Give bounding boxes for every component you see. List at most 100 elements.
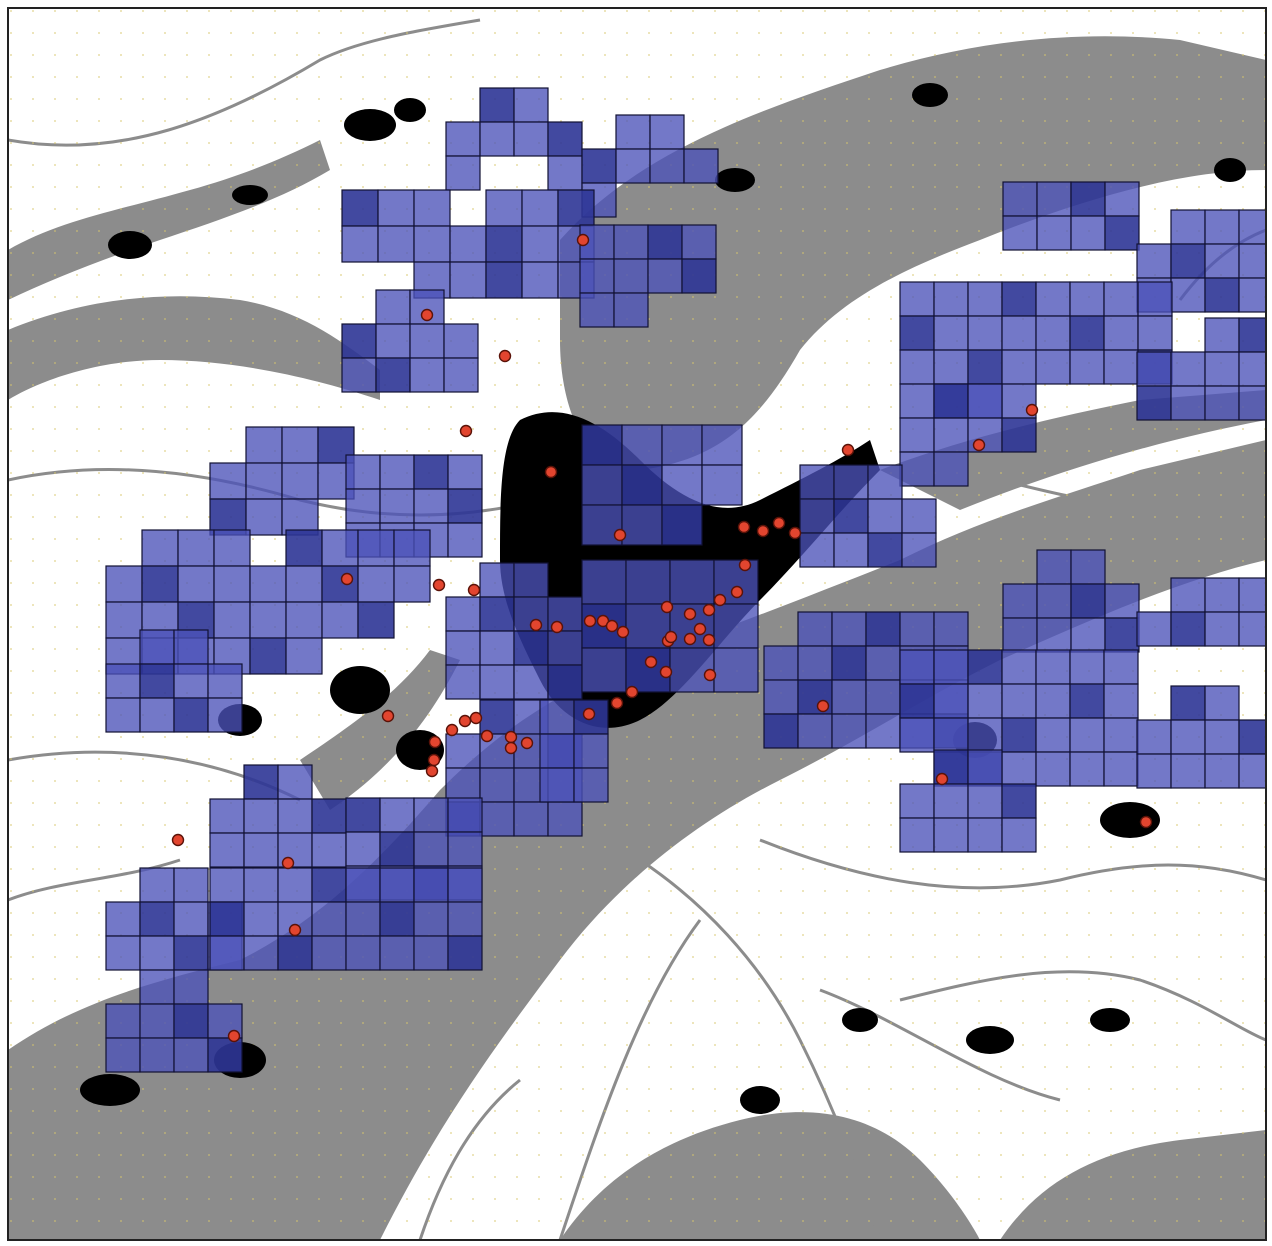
survey-cell — [245, 426, 283, 464]
survey-cell — [139, 1003, 175, 1039]
survey-cell — [141, 565, 179, 603]
survey-cell — [613, 224, 649, 260]
survey-cell — [933, 783, 969, 819]
survey-cell — [139, 1037, 175, 1073]
survey-cell — [1001, 783, 1037, 819]
survey-cell — [445, 596, 481, 632]
sample-point — [702, 603, 716, 617]
sample-point — [227, 1029, 241, 1043]
survey-cell — [967, 817, 1003, 853]
survey-cell — [933, 717, 969, 753]
sample-point — [582, 707, 596, 721]
survey-cell — [1002, 583, 1038, 619]
survey-cell — [249, 565, 287, 603]
survey-cell — [1001, 649, 1037, 685]
survey-cell — [547, 801, 583, 837]
survey-cell — [409, 357, 445, 393]
survey-cell — [447, 831, 483, 867]
survey-cell — [1204, 685, 1240, 721]
survey-cell — [379, 488, 415, 524]
sample-point — [610, 696, 624, 710]
survey-cell — [379, 867, 415, 903]
survey-cell — [447, 488, 483, 524]
survey-cell — [177, 529, 215, 567]
survey-cell — [1136, 611, 1172, 647]
survey-cell — [1070, 215, 1106, 251]
survey-cell — [967, 683, 1003, 719]
survey-cell — [557, 189, 595, 227]
survey-cell — [1238, 385, 1266, 421]
sample-point — [730, 585, 744, 599]
settlement — [842, 1008, 878, 1032]
survey-cell — [413, 797, 449, 833]
survey-cell — [243, 832, 279, 868]
survey-cell — [967, 649, 1003, 685]
survey-cell — [1070, 583, 1106, 619]
survey-cell — [1001, 349, 1037, 385]
survey-cell — [865, 645, 901, 681]
survey-cell — [413, 935, 449, 971]
survey-cell — [1238, 277, 1266, 313]
survey-cell — [1069, 349, 1105, 385]
survey-cell — [105, 901, 141, 937]
sample-point — [432, 578, 446, 592]
survey-cell — [581, 559, 627, 605]
survey-cell — [243, 764, 279, 800]
survey-cell — [1170, 719, 1206, 755]
survey-cell — [479, 562, 515, 598]
survey-cell — [243, 798, 279, 834]
survey-cell — [245, 498, 283, 536]
sample-point — [425, 764, 439, 778]
survey-cell — [1104, 617, 1140, 653]
survey-cell — [209, 832, 245, 868]
sample-point — [427, 753, 441, 767]
survey-cell — [479, 801, 515, 837]
survey-cell — [1137, 281, 1173, 317]
survey-cell — [277, 935, 313, 971]
survey-cell — [479, 630, 515, 666]
survey-cell — [105, 601, 143, 639]
survey-cell — [647, 258, 683, 294]
sample-point — [659, 665, 673, 679]
survey-cell — [1104, 583, 1140, 619]
survey-cell — [1035, 683, 1071, 719]
survey-cell — [479, 699, 515, 735]
survey-cell — [713, 647, 759, 693]
survey-cell — [285, 601, 323, 639]
survey-cell — [701, 424, 743, 466]
survey-cell — [393, 529, 431, 567]
sample-point — [288, 923, 302, 937]
survey-cell — [479, 121, 515, 157]
survey-cell — [447, 454, 483, 490]
survey-cell — [513, 664, 549, 700]
survey-cell — [139, 935, 175, 971]
survey-cell — [1136, 385, 1172, 421]
survey-cell — [379, 935, 415, 971]
survey-cell — [1001, 417, 1037, 453]
survey-cell — [209, 462, 247, 500]
sample-point — [660, 600, 674, 614]
survey-cell — [1036, 215, 1072, 251]
survey-cell — [581, 647, 627, 693]
survey-cell — [933, 383, 969, 419]
survey-cell — [479, 87, 515, 123]
survey-cell — [867, 464, 903, 500]
sample-point — [772, 516, 786, 530]
sample-point — [583, 614, 597, 628]
survey-cell — [375, 323, 411, 359]
survey-cell — [1002, 215, 1038, 251]
settlement — [1090, 1008, 1130, 1032]
survey-cell — [341, 357, 377, 393]
survey-cell — [865, 713, 901, 749]
sample-point — [605, 619, 619, 633]
sample-point — [529, 618, 543, 632]
survey-cell — [615, 114, 651, 150]
survey-cell — [513, 630, 549, 666]
survey-cell — [967, 349, 1003, 385]
survey-cell — [797, 645, 833, 681]
sample-point — [420, 308, 434, 322]
sample-point — [702, 633, 716, 647]
survey-cell — [173, 969, 209, 1005]
survey-cell — [1238, 209, 1266, 245]
survey-cell — [547, 664, 583, 700]
